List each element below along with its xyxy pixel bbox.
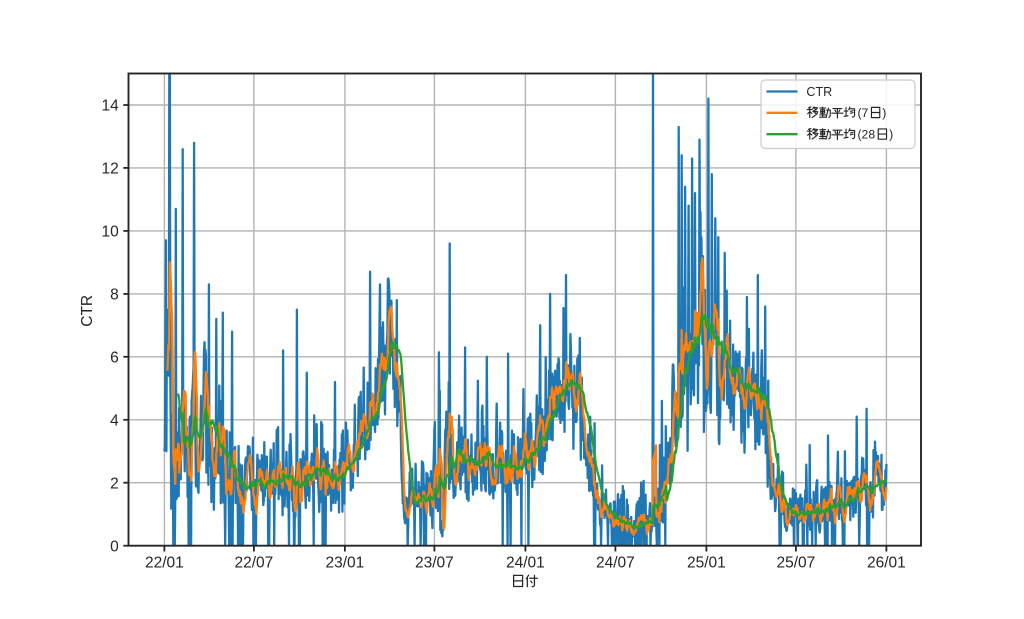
svg-text:6: 6: [110, 349, 119, 366]
svg-text:2: 2: [110, 475, 119, 492]
svg-text:10: 10: [102, 224, 120, 241]
svg-text:25/07: 25/07: [777, 554, 816, 571]
svg-text:24/01: 24/01: [506, 554, 545, 571]
svg-text:12: 12: [102, 161, 119, 178]
svg-text:(7: (7: [858, 106, 869, 120]
svg-text:22/07: 22/07: [235, 554, 274, 571]
svg-text:8: 8: [110, 287, 119, 304]
svg-text:): ): [889, 127, 893, 141]
svg-text:(28: (28: [858, 127, 876, 141]
svg-text:26/01: 26/01: [867, 554, 906, 571]
svg-text:23/07: 23/07: [415, 554, 454, 571]
svg-text:0: 0: [110, 538, 119, 555]
svg-text:4: 4: [110, 412, 119, 429]
svg-text:24/07: 24/07: [596, 554, 635, 571]
svg-text:): ): [882, 106, 886, 120]
svg-text:CTR: CTR: [79, 295, 96, 327]
svg-text:23/01: 23/01: [326, 554, 365, 571]
svg-text:14: 14: [102, 98, 120, 115]
svg-text:22/01: 22/01: [145, 554, 184, 571]
svg-text:25/01: 25/01: [687, 554, 726, 571]
svg-text:CTR: CTR: [806, 85, 832, 99]
